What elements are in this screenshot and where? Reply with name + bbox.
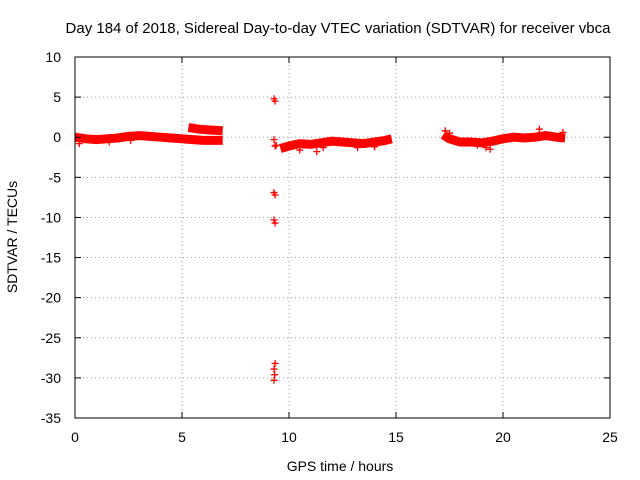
axis-ticks [74, 56, 611, 419]
y-tick-label: -25 [41, 330, 61, 346]
data-band-segment-3 [440, 130, 566, 148]
y-tick-label: -5 [49, 169, 62, 185]
y-tick-label: -35 [41, 410, 61, 426]
data-point [75, 140, 83, 148]
data-point [270, 136, 278, 144]
tick-labels: 0 5 10 15 20 25 10 5 0 -5 -10 -15 -20 -25 -30 -35 [41, 49, 618, 445]
data-point [127, 136, 135, 144]
data-point [272, 141, 280, 149]
data-series [74, 95, 567, 384]
x-axis-label: GPS time / hours [287, 458, 394, 474]
data-point [313, 148, 321, 156]
data-point [271, 97, 279, 105]
data-point [535, 125, 543, 133]
y-tick-label: 10 [45, 49, 61, 65]
y-tick-label: -20 [41, 290, 61, 306]
data-point [486, 145, 494, 153]
data-point [353, 144, 361, 152]
x-tick-label: 10 [281, 429, 297, 445]
grid-lines [75, 57, 610, 418]
data-band-segment-2 [279, 134, 393, 153]
data-point [271, 359, 279, 367]
plot-frame [74, 56, 611, 419]
data-point [271, 219, 279, 227]
x-tick-label: 0 [71, 429, 79, 445]
data-point [105, 138, 113, 146]
y-tick-label: 0 [53, 129, 61, 145]
data-point [482, 144, 490, 152]
data-point [296, 146, 304, 154]
chart-title: Day 184 of 2018, Sidereal Day-to-day VTE… [66, 20, 612, 37]
x-tick-label: 5 [178, 429, 186, 445]
data-point [473, 141, 481, 149]
data-point [559, 128, 567, 136]
x-tick-label: 25 [602, 429, 618, 445]
x-tick-label: 20 [495, 429, 511, 445]
x-tick-label: 15 [388, 429, 404, 445]
data-point [441, 127, 449, 135]
data-point [271, 191, 279, 199]
data-point [270, 376, 278, 384]
data-point [371, 143, 379, 151]
data-band-segment-1-upper [187, 123, 223, 136]
data-band-segment-1 [74, 131, 223, 145]
data-point [270, 216, 278, 224]
data-point [271, 142, 279, 150]
y-axis-label: SDTVAR / TECUs [4, 181, 20, 293]
y-tick-label: -10 [41, 209, 61, 225]
y-tick-label: 5 [53, 89, 61, 105]
data-point [446, 129, 453, 137]
y-tick-label: -30 [41, 370, 61, 386]
data-point [319, 144, 327, 152]
y-tick-label: -15 [41, 250, 61, 266]
